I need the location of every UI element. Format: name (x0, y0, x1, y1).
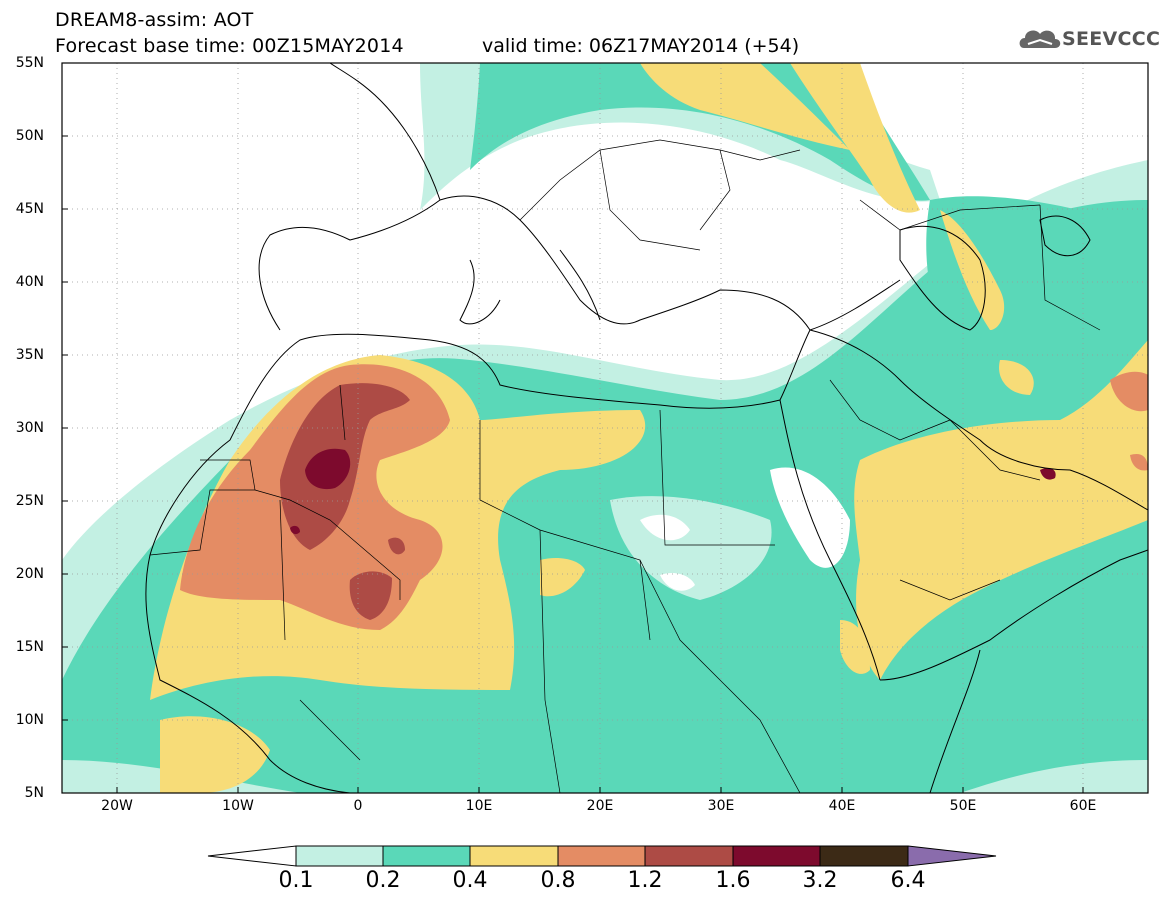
colorbar-label: 0.4 (452, 868, 488, 893)
lon-label-10e: 10E (465, 798, 493, 814)
graticule (62, 63, 1148, 793)
lon-label-10w: 10W (222, 798, 254, 814)
colorbar-label: 1.6 (715, 868, 751, 893)
colorbar-bin-1 (295, 845, 384, 867)
lat-label-15n: 15N (15, 639, 44, 655)
colorbar-label: 0.1 (278, 868, 314, 893)
aot-field (62, 63, 1148, 793)
lat-label-30n: 30N (15, 420, 44, 436)
lat-label-45n: 45N (15, 201, 44, 217)
lat-label-20n: 20N (15, 566, 44, 582)
lon-label-50e: 50E (949, 798, 977, 814)
colorbar-bin-7 (819, 845, 909, 867)
colorbar-label: 0.2 (365, 868, 401, 893)
lon-label-60e: 60E (1069, 798, 1097, 814)
colorbar-label: 1.2 (627, 868, 663, 893)
map-title: DREAM8-assim: AOT (55, 9, 254, 31)
lat-label-5n: 5N (24, 785, 44, 801)
colorbar-over-arrow (907, 845, 997, 867)
lat-label-50n: 50N (15, 128, 44, 144)
lat-label-25n: 25N (15, 493, 44, 509)
lat-label-10n: 10N (15, 712, 44, 728)
colorbar-bin-5 (644, 845, 734, 867)
colorbar-bin-4 (557, 845, 646, 867)
lon-label-20e: 20E (586, 798, 614, 814)
forecast-base-time: Forecast base time: 00Z15MAY2014 (55, 35, 404, 57)
colorbar-under-arrow (207, 845, 297, 867)
cloud-logo-icon (1019, 30, 1061, 48)
colorbar (207, 845, 997, 867)
lon-label-30e: 30E (707, 798, 735, 814)
colorbar-label: 3.2 (802, 868, 838, 893)
lon-label-40e: 40E (828, 798, 856, 814)
lon-label-20w: 20W (101, 798, 133, 814)
valid-time: valid time: 06Z17MAY2014 (+54) (482, 35, 800, 57)
lat-label-35n: 35N (15, 347, 44, 363)
lat-label-55n: 55N (15, 55, 44, 71)
colorbar-label: 6.4 (890, 868, 926, 893)
colorbar-bin-6 (732, 845, 821, 867)
lat-label-40n: 40N (15, 274, 44, 290)
colorbar-label: 0.8 (540, 868, 576, 893)
lon-label-0: 0 (353, 798, 363, 814)
borders (149, 139, 1101, 793)
logo-text: SEEVCCC (1062, 28, 1161, 50)
colorbar-bin-3 (469, 845, 559, 867)
colorbar-bin-2 (382, 845, 471, 867)
